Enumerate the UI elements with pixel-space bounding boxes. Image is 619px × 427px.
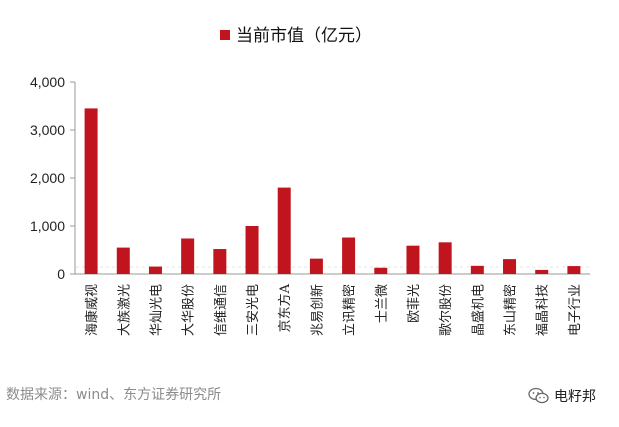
bar-14 xyxy=(535,269,549,274)
bar-2 xyxy=(148,266,162,274)
y-tick-label: 0 xyxy=(57,266,65,282)
bar-15 xyxy=(567,266,581,274)
category-label: 三安光电 xyxy=(246,284,261,336)
category-label: 福晶科技 xyxy=(536,284,551,336)
watermark: 电籽邦 xyxy=(528,386,596,406)
category-label: 晶盛机电 xyxy=(471,284,486,336)
bar-12 xyxy=(470,265,484,274)
category-label: 东山精密 xyxy=(503,284,519,336)
category-label: 兆易创新 xyxy=(309,284,325,336)
legend-label: 当前市值（亿元） xyxy=(236,26,372,46)
category-label: 信维通信 xyxy=(214,284,229,336)
y-tick-label: 1,000 xyxy=(30,218,65,234)
category-label: 电子行业 xyxy=(568,284,583,336)
category-label: 欧菲光 xyxy=(407,284,422,323)
category-labels: 海康威视 大族激光 华灿光电 大华股份 信维通信 三安光电 京东方A 兆易创新 立讯精密 士兰微 欧… xyxy=(84,283,583,336)
bar-4 xyxy=(213,249,227,274)
y-tick-label: 2,000 xyxy=(30,170,65,186)
category-label: 京东方A xyxy=(277,283,293,332)
bar-9 xyxy=(374,267,388,274)
legend-swatch xyxy=(220,30,230,40)
bars xyxy=(84,108,581,275)
bar-5 xyxy=(245,226,259,274)
bar-1 xyxy=(116,247,130,274)
category-label: 华灿光电 xyxy=(149,284,164,336)
bar-11 xyxy=(438,242,452,274)
category-label: 立讯精密 xyxy=(342,284,358,336)
bar-13 xyxy=(503,259,517,274)
bar-10 xyxy=(406,245,420,274)
bar-0 xyxy=(84,108,98,275)
bar-3 xyxy=(181,238,195,274)
category-label: 大族激光 xyxy=(116,284,132,336)
category-label: 大华股份 xyxy=(182,284,197,336)
watermark-text: 电籽邦 xyxy=(554,389,596,405)
category-label: 海康威视 xyxy=(84,284,100,336)
y-tick-label: 3,000 xyxy=(30,122,65,138)
bar-8 xyxy=(342,237,356,274)
y-tick-label: 4,000 xyxy=(30,74,65,90)
bar-6 xyxy=(277,187,291,274)
legend: 当前市值（亿元） xyxy=(220,26,372,46)
bar-chart: 当前市值（亿元） 0 1,000 2,000 3,000 4,000 海康威视 大族激光 华… xyxy=(30,26,590,336)
source-note: 数据来源：wind、东方证券研究所 xyxy=(6,387,222,403)
wechat-icon xyxy=(528,387,549,404)
y-ticks: 0 1,000 2,000 3,000 4,000 xyxy=(30,74,75,282)
bar-7 xyxy=(309,258,323,274)
category-label: 士兰微 xyxy=(375,284,390,323)
category-label: 歌尔股份 xyxy=(439,284,454,336)
